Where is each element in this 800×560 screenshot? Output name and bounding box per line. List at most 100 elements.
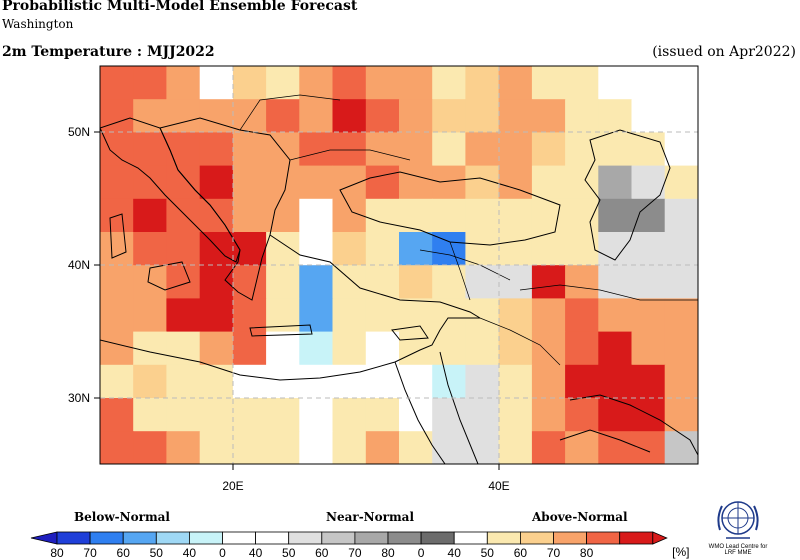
grid-cell [232, 99, 267, 133]
legend-swatch [155, 531, 190, 545]
page-subtitle: Washington [2, 17, 74, 31]
grid-cell [232, 165, 267, 200]
grid-cell [498, 398, 533, 432]
grid-cell [365, 398, 400, 432]
grid-cell [631, 431, 666, 464]
grid-cell [332, 99, 367, 133]
grid-cell [631, 364, 666, 399]
legend-swatch [453, 531, 488, 545]
grid-cell [631, 99, 666, 133]
grid-cell [498, 132, 533, 167]
grid-cell [432, 331, 466, 366]
wmo-emblem-icon [717, 501, 759, 539]
grid-cell [166, 99, 201, 133]
grid-cell [598, 66, 633, 100]
legend-swatch [188, 531, 223, 545]
grid-cell [531, 364, 566, 399]
grid-cell [166, 165, 201, 200]
grid-cell [465, 364, 500, 399]
grid-cell [199, 331, 234, 366]
grid-cell [399, 132, 433, 167]
legend-tick-label: 80 [381, 546, 395, 560]
grid-cell [565, 398, 599, 432]
grid-cell [365, 165, 400, 200]
grid-cell [399, 364, 433, 399]
grid-cell [598, 232, 633, 266]
grid-cell [366, 464, 400, 498]
grid-cell [166, 364, 201, 399]
grid-cell [332, 364, 367, 399]
grid-cell [465, 132, 500, 167]
grid-cell [266, 66, 300, 100]
grid-cell [299, 198, 334, 233]
grid-cell [133, 398, 167, 432]
legend-swatch [222, 531, 256, 545]
grid-cell [531, 398, 566, 432]
grid-cell [598, 265, 633, 299]
grid-cell [399, 331, 433, 366]
grid-cell [100, 66, 134, 100]
grid-cell [266, 431, 300, 464]
lat-label-50n: 50N [68, 125, 90, 139]
grid-cell [498, 198, 533, 233]
legend-tick-label: 0 [219, 546, 226, 560]
grid-cell [100, 464, 134, 498]
grid-cell [365, 298, 400, 333]
grid-cell [166, 431, 201, 464]
grid-cell [565, 99, 599, 133]
grid-cell [598, 331, 633, 366]
grid-cell [399, 298, 433, 333]
grid-cell [133, 464, 167, 498]
grid-cell [432, 464, 466, 498]
legend-swatch [586, 531, 621, 545]
grid-cell [399, 99, 433, 133]
grid-cell [664, 198, 698, 233]
grid-cell [199, 132, 234, 167]
grid-cell [133, 132, 167, 167]
legend-swatch [486, 531, 521, 545]
grid-cell [100, 431, 134, 464]
grid-cell [199, 232, 234, 266]
grid-cell [664, 99, 698, 133]
grid-cell [498, 431, 533, 464]
grid-cell [232, 198, 267, 233]
grid-cell [266, 99, 300, 133]
legend-swatch [619, 531, 654, 545]
grid-cell [100, 398, 134, 432]
graticule [100, 66, 698, 464]
page-title: Probabilistic Multi-Model Ensemble Forec… [2, 0, 358, 14]
grid-cell [664, 265, 698, 299]
grid-cell [166, 331, 201, 366]
grid-cell [266, 398, 300, 432]
grid-cell [565, 165, 599, 200]
grid-cell [532, 464, 566, 498]
grid-cell [166, 132, 201, 167]
grid-cell [299, 398, 334, 432]
grid-cell [299, 99, 334, 133]
legend-tick-label: 80 [580, 546, 594, 560]
grid-cell [664, 331, 698, 366]
legend-swatch [387, 531, 422, 545]
grid-cell [465, 232, 500, 266]
grid-cell [365, 431, 400, 464]
grid-cell [432, 165, 466, 200]
lon-label-40e: 40E [488, 479, 509, 493]
grid-cell [565, 198, 599, 233]
grid-cell [199, 198, 234, 233]
grid-cell [365, 265, 400, 299]
grid-cell [598, 431, 633, 464]
lat-label-30n: 30N [68, 391, 90, 405]
coastlines [100, 94, 698, 464]
legend-tick-label: 70 [83, 546, 97, 560]
grid-cell [631, 198, 666, 233]
grid-cell [598, 132, 633, 167]
grid-cell [565, 464, 599, 498]
grid-cell [232, 431, 267, 464]
grid-cell [631, 232, 666, 266]
legend-tick-label: 50 [481, 546, 495, 560]
grid-cell [465, 265, 500, 299]
grid-cell [133, 198, 167, 233]
probability-grid [100, 66, 698, 498]
grid-cell [565, 66, 599, 100]
grid-cell [199, 364, 234, 399]
